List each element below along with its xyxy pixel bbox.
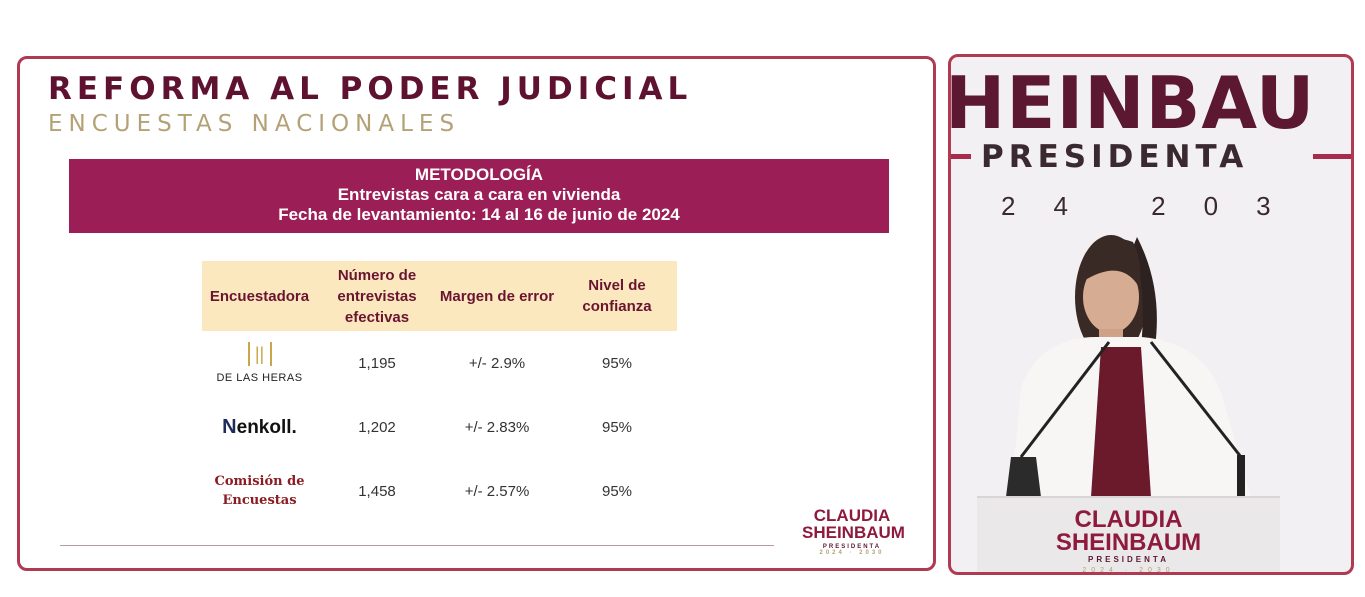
enkoll-logo: Nenkoll.	[222, 415, 297, 438]
enkoll-mark-icon: N	[222, 415, 237, 438]
speaker-video-feed: HEINBAU PRESIDENTA 24 203 CLAUDIA SHEINB…	[948, 54, 1354, 575]
header-confidence: Nivel de confianza	[557, 261, 677, 331]
methodology-banner: METODOLOGÍA Entrevistas cara a cara en v…	[69, 159, 889, 233]
de-las-heras-logo: || DE LAS HERAS	[216, 341, 303, 385]
logo-years: 2024 · 2030	[819, 550, 885, 556]
backdrop-bar-left	[951, 154, 971, 159]
header-interviews: Número de entrevistas efectivas	[317, 261, 437, 331]
margin-cell: +/- 2.57%	[464, 482, 530, 500]
table-row: Comisión de Encuestas 1,458 +/- 2.57% 95…	[202, 459, 677, 523]
banner-method: Entrevistas cara a cara en vivienda	[337, 185, 621, 204]
backdrop-role: PRESIDENTA	[981, 139, 1249, 175]
podium-name: CLAUDIA SHEINBAUM	[977, 506, 1280, 556]
interviews-cell: 1,458	[358, 482, 396, 500]
enkoll-logo-text: enkoll.	[236, 416, 297, 438]
margin-cell: +/- 2.83%	[464, 418, 530, 436]
comision-line1: Comisión de	[214, 474, 305, 489]
confidence-cell: 95%	[601, 354, 633, 372]
comision-line2: Encuestas	[222, 493, 297, 508]
podium: CLAUDIA SHEINBAUM PRESIDENTA 2024 · 2030	[977, 496, 1280, 574]
podium-years: 2024 · 2030	[1082, 567, 1175, 574]
banner-heading: METODOLOGÍA	[414, 165, 544, 184]
heras-logo-text: DE LAS HERAS	[216, 371, 303, 384]
interviews-cell: 1,202	[358, 418, 396, 436]
pollster-cell: || DE LAS HERAS	[202, 331, 317, 395]
comision-encuestas-logo: Comisión de Encuestas	[202, 472, 317, 510]
podium-name-last: SHEINBAUM	[1055, 529, 1202, 556]
confidence-cell: 95%	[601, 482, 633, 500]
podium-name-first: CLAUDIA	[1074, 506, 1183, 533]
logo-role: PRESIDENTA	[822, 544, 882, 550]
pollster-cell: Comisión de Encuestas	[202, 459, 317, 523]
margin-cell: +/- 2.9%	[468, 354, 526, 372]
pollster-cell: Nenkoll.	[202, 395, 317, 459]
slide-subtitle: ENCUESTAS NACIONALES	[48, 111, 461, 137]
banner-date: Fecha de levantamiento: 14 al 16 de juni…	[278, 205, 680, 224]
presentation-slide: REFORMA AL PODER JUDICIAL ENCUESTAS NACI…	[17, 56, 936, 571]
table-header-row: Encuestadora Número de entrevistas efect…	[202, 261, 677, 331]
logo-name-last: SHEINBAUM	[802, 523, 905, 542]
sheinbaum-logo: CLAUDIA SHEINBAUM PRESIDENTA 2024 · 2030	[802, 506, 905, 556]
survey-table: Encuestadora Número de entrevistas efect…	[202, 261, 677, 523]
interviews-cell: 1,195	[358, 354, 396, 372]
backdrop-name: HEINBAU	[948, 61, 1316, 145]
table-row: Nenkoll. 1,202 +/- 2.83% 95%	[202, 395, 677, 459]
slide-title: REFORMA AL PODER JUDICIAL	[48, 71, 693, 107]
backdrop-years: 24 203	[1001, 191, 1309, 221]
footer-divider	[60, 545, 774, 546]
confidence-cell: 95%	[601, 418, 633, 436]
speaker-figure	[1006, 235, 1251, 497]
heras-mark-icon: ||	[247, 341, 272, 366]
podium-role: PRESIDENTA	[1088, 555, 1169, 564]
table-row: || DE LAS HERAS 1,195 +/- 2.9% 95%	[202, 331, 677, 395]
backdrop-bar-right	[1313, 154, 1351, 159]
header-pollster: Encuestadora	[202, 261, 317, 331]
header-margin: Margen de error	[437, 261, 557, 331]
logo-name-first: CLAUDIA	[813, 506, 891, 525]
